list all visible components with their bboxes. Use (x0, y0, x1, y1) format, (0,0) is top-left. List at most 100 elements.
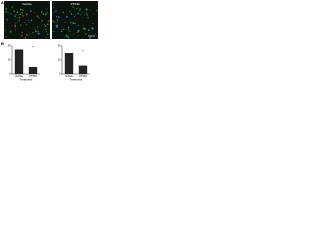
cell (72, 22, 75, 24)
cell (46, 12, 48, 14)
cell (6, 18, 8, 21)
cell (24, 36, 27, 39)
cell (43, 24, 45, 26)
cell (83, 27, 86, 30)
cell (14, 23, 16, 25)
cell (42, 13, 45, 16)
panel-label: Vehicle (22, 2, 32, 6)
cell (10, 13, 12, 15)
cell (32, 32, 34, 34)
x-tick-label: PT630 (79, 75, 87, 78)
panel-label: PT630 (71, 2, 80, 6)
cell (68, 29, 70, 31)
cell (53, 21, 55, 24)
cell (26, 34, 28, 36)
cell (36, 15, 39, 18)
cell (72, 33, 74, 35)
cell (82, 12, 84, 13)
cell (87, 29, 90, 32)
cell (73, 16, 75, 18)
x-axis-label: Treatment (20, 78, 33, 82)
micrograph (4, 1, 50, 39)
cell (46, 33, 49, 36)
cell (56, 15, 58, 18)
x-tick-label: Vehicle (65, 75, 74, 78)
cell (40, 11, 43, 14)
cell (26, 23, 28, 25)
annotation: * (32, 45, 34, 50)
cell (85, 8, 88, 11)
cell (92, 28, 94, 30)
bar (64, 53, 74, 74)
cell (13, 10, 16, 12)
cell (87, 16, 89, 19)
cell (25, 14, 27, 16)
y-tick-label: 20 (58, 59, 61, 62)
cell (14, 15, 17, 18)
panel-letter: A (1, 0, 4, 5)
cell (37, 32, 40, 35)
cell (52, 20, 54, 22)
cell (24, 22, 25, 24)
cell (72, 6, 74, 8)
cell (86, 14, 89, 16)
cell (67, 26, 70, 29)
cell (4, 29, 7, 32)
cell (19, 8, 22, 11)
y-tick-label: 0 (59, 73, 61, 76)
cell (5, 8, 8, 10)
cell (56, 25, 59, 28)
cell (60, 30, 63, 33)
cell (69, 10, 71, 13)
cell (9, 30, 12, 33)
cell (44, 25, 47, 28)
cell (77, 12, 79, 15)
cell (64, 21, 66, 23)
cell (77, 29, 80, 32)
y-tick-label: 0 (9, 73, 11, 76)
cell (56, 19, 59, 21)
cell (5, 10, 7, 13)
cell (47, 20, 50, 23)
cell (76, 31, 79, 33)
cell (89, 9, 91, 11)
cell (67, 36, 70, 39)
cell (95, 9, 98, 12)
cell (28, 34, 30, 36)
cell (16, 21, 18, 23)
cell (74, 22, 76, 25)
cell (53, 7, 55, 9)
cell (41, 20, 43, 22)
cell (58, 16, 60, 18)
cell (53, 30, 55, 33)
cell (44, 13, 47, 16)
cell (92, 22, 94, 25)
cell (69, 21, 72, 24)
cell (11, 6, 14, 8)
cell (65, 34, 68, 37)
cell (47, 23, 49, 25)
cell (61, 29, 63, 31)
cell (14, 25, 17, 28)
annotation: * (82, 48, 84, 53)
x-tick-label: PT630 (29, 75, 37, 78)
cell (56, 20, 58, 22)
cell (18, 19, 20, 22)
x-tick-label: Vehicle (15, 75, 24, 78)
cell (19, 13, 22, 16)
cell (63, 11, 65, 13)
cell (76, 7, 78, 10)
cell (22, 14, 24, 17)
cell (37, 26, 39, 28)
cell (85, 12, 88, 15)
y-tick-label: 40 (8, 45, 11, 48)
cell (14, 18, 16, 20)
cell (7, 12, 9, 14)
cell (45, 28, 47, 31)
cell (43, 28, 45, 30)
cell (21, 31, 24, 34)
cell (41, 10, 43, 13)
cell (36, 32, 38, 34)
micrograph (52, 1, 98, 39)
